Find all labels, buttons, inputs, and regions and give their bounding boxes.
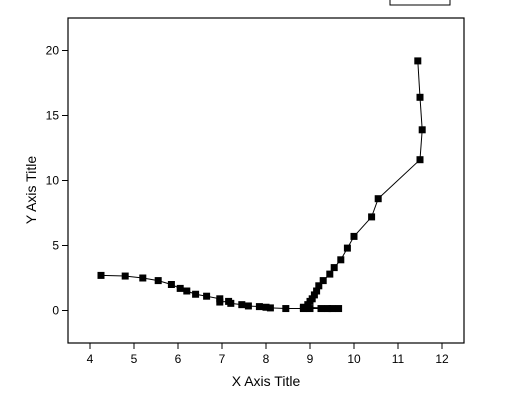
x-tick-label: 10 bbox=[347, 352, 361, 366]
data-point bbox=[121, 272, 129, 280]
y-axis-title: Y Axis Title bbox=[23, 156, 39, 224]
data-point bbox=[308, 295, 316, 303]
data-point bbox=[154, 277, 162, 285]
data-point bbox=[416, 156, 424, 164]
x-tick-label: 11 bbox=[392, 352, 405, 366]
data-point bbox=[326, 270, 334, 278]
data-point bbox=[368, 213, 376, 221]
y-tick-label: 0 bbox=[52, 304, 59, 318]
y-tick-label: 5 bbox=[52, 239, 59, 253]
data-point bbox=[328, 305, 336, 313]
y-tick-label: 20 bbox=[46, 44, 60, 58]
data-point bbox=[139, 274, 147, 282]
x-tick-label: 8 bbox=[263, 352, 270, 366]
data-point bbox=[374, 195, 382, 203]
data-point bbox=[262, 303, 270, 311]
data-point bbox=[324, 305, 332, 313]
data-point bbox=[167, 281, 175, 288]
data-point bbox=[216, 298, 224, 306]
data-point bbox=[227, 299, 235, 307]
x-tick-label: 12 bbox=[435, 352, 449, 366]
data-point bbox=[317, 305, 325, 313]
data-point bbox=[176, 284, 184, 292]
data-point bbox=[306, 305, 314, 313]
data-point bbox=[330, 264, 338, 272]
data-point bbox=[335, 305, 343, 313]
data-point bbox=[319, 277, 327, 285]
data-point bbox=[266, 304, 274, 312]
data-point bbox=[238, 301, 246, 309]
y-tick-label: 10 bbox=[46, 174, 60, 188]
x-tick-label: 9 bbox=[307, 352, 314, 366]
legend-box bbox=[389, 0, 451, 6]
data-point bbox=[416, 93, 424, 101]
data-point bbox=[315, 282, 323, 290]
data-point bbox=[244, 302, 252, 310]
data-point bbox=[299, 303, 307, 311]
data-point bbox=[97, 271, 105, 279]
x-tick-label: 4 bbox=[87, 352, 94, 366]
data-point bbox=[310, 291, 318, 299]
x-axis-title: X Axis Title bbox=[232, 373, 301, 389]
y-tick-label: 15 bbox=[46, 109, 60, 123]
x-tick-label: 6 bbox=[175, 352, 182, 366]
data-point bbox=[337, 256, 345, 264]
data-point bbox=[282, 305, 290, 313]
data-point bbox=[313, 287, 321, 295]
data-point bbox=[255, 303, 263, 311]
data-line bbox=[100, 60, 423, 310]
x-tick-label: 5 bbox=[131, 352, 138, 366]
plot-frame bbox=[67, 17, 465, 344]
data-point bbox=[192, 290, 200, 298]
data-point bbox=[203, 292, 211, 300]
data-point bbox=[418, 126, 426, 134]
data-point bbox=[343, 244, 351, 252]
data-point bbox=[414, 57, 422, 65]
data-point bbox=[350, 232, 358, 240]
data-point bbox=[183, 287, 191, 295]
x-tick-label: 7 bbox=[219, 352, 226, 366]
